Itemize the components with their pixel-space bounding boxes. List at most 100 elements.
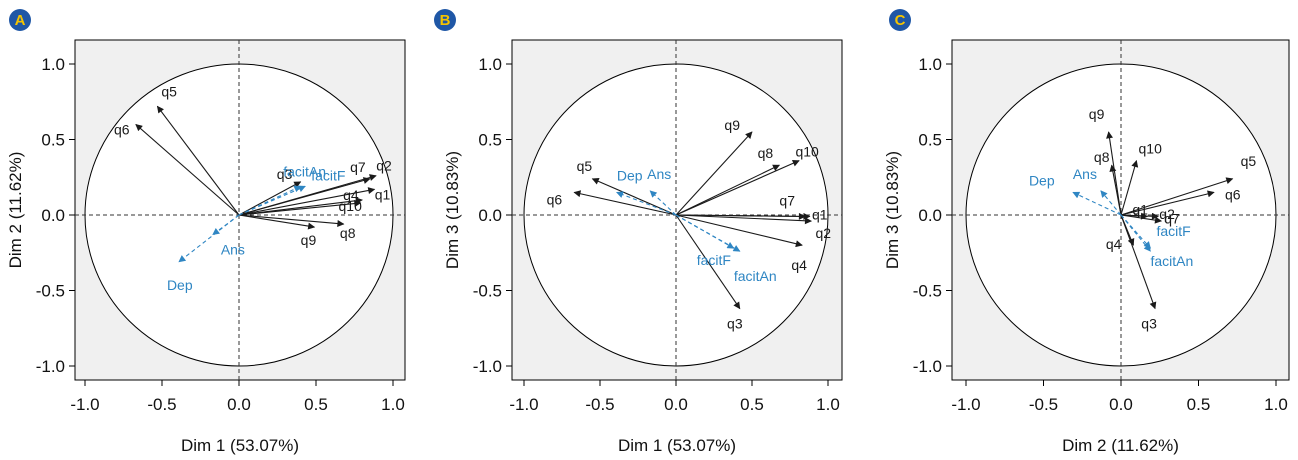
x-tick-label: 1.0: [381, 395, 405, 414]
y-tick-label: -1.0: [913, 357, 942, 376]
y-tick-label: 0.5: [478, 131, 502, 150]
vector-label-q3: q3: [277, 166, 293, 182]
vector-arrow-q8: [675, 164, 780, 216]
vector-arrow-q4: [1120, 214, 1135, 246]
vector-arrow-q6: [573, 190, 677, 216]
x-tick-label: -1.0: [509, 395, 538, 414]
y-tick-label: 1.0: [41, 55, 65, 74]
vector-arrow-Dep: [616, 191, 677, 216]
vector-label-q6: q6: [114, 121, 130, 137]
x-tick-label: -0.5: [1029, 395, 1058, 414]
y-tick-label: 1.0: [478, 55, 502, 74]
vector-label-q5: q5: [1241, 153, 1257, 169]
y-tick-label: -0.5: [36, 282, 65, 301]
vector-arrow-Dep: [178, 214, 240, 263]
x-tick-label: 1.0: [1264, 395, 1288, 414]
x-tick-label: 0.5: [1187, 395, 1211, 414]
vector-label-q3: q3: [1141, 316, 1157, 332]
x-tick-label: 0.5: [740, 395, 764, 414]
vector-arrow-q5: [591, 178, 677, 216]
vector-label-facitAn: facitAn: [283, 163, 326, 179]
vector-arrow-facitF: [238, 185, 306, 216]
vector-label-q7: q7: [350, 159, 366, 175]
panel-B: -1.0 -0.5 0.0 0.5 1.0 -1.0 -0.5 0.0 0.5 1.0 Dim 1 …: [434, 9, 843, 455]
vector-label-q5: q5: [161, 83, 177, 99]
vector-label-q6: q6: [547, 191, 563, 207]
vector-arrow-Dep: [1072, 191, 1122, 216]
y-tick-label: 1.0: [918, 55, 942, 74]
y-tick-label: 0.5: [918, 131, 942, 150]
vector-arrow-q10: [238, 197, 363, 216]
x-tick-label: -1.0: [70, 395, 99, 414]
vector-label-q1: q1: [1132, 202, 1148, 218]
vector-label-q10: q10: [339, 198, 363, 214]
vector-label-Dep: Dep: [167, 277, 193, 293]
x-tick-label: 1.0: [816, 395, 840, 414]
x-tick-label: -0.5: [147, 395, 176, 414]
y-tick-label: 0.5: [41, 131, 65, 150]
vector-arrow-q2: [1120, 214, 1162, 224]
vector-arrow-q5: [1120, 177, 1234, 216]
vector-label-q4: q4: [1106, 236, 1122, 252]
vector-arrow-facitAn: [238, 185, 302, 216]
y-tick-label: -0.5: [473, 282, 502, 301]
x-tick-label: -0.5: [585, 395, 614, 414]
x-axis-title: Dim 2 (11.62%): [1062, 436, 1179, 455]
y-tick-label: 0.0: [478, 206, 502, 225]
vector-arrow-facitF: [1120, 214, 1151, 249]
vector-label-q2: q2: [815, 225, 831, 241]
plot-frame: [511, 39, 843, 381]
vector-label-q1: q1: [375, 186, 391, 202]
vector-label-Dep: Dep: [617, 167, 643, 183]
x-tick-label: 0.0: [227, 395, 251, 414]
vector-label-q7: q7: [1164, 211, 1180, 227]
vector-label-q10: q10: [1139, 141, 1163, 157]
x-axis-title: Dim 1 (53.07%): [618, 436, 736, 455]
vector-label-q2: q2: [376, 158, 392, 174]
vector-arrow-q6: [1120, 190, 1215, 216]
vector-arrow-q6: [135, 123, 240, 216]
vector-label-q8: q8: [758, 145, 774, 161]
vector-label-q6: q6: [1225, 186, 1241, 202]
x-axis-title: Dim 1 (53.07%): [181, 436, 299, 455]
vector-label-q9: q9: [1089, 106, 1105, 122]
panel-badge-letter: A: [15, 12, 26, 29]
vector-arrow-q9: [1106, 131, 1122, 216]
y-axis-title: Dim 2 (11.62%): [6, 152, 25, 269]
vector-label-q5: q5: [577, 158, 593, 174]
vector-label-Dep: Dep: [1029, 172, 1055, 188]
y-tick-label: -1.0: [36, 357, 65, 376]
vector-arrow-q4: [675, 214, 803, 248]
y-axis-title: Dim 3 (10.83%): [883, 151, 902, 269]
vector-arrow-q10: [675, 159, 800, 216]
vector-arrow-Ans: [649, 190, 677, 216]
vector-label-q4: q4: [791, 257, 807, 273]
vector-label-facitAn: facitAn: [1150, 253, 1193, 269]
x-tick-label: -1.0: [951, 395, 980, 414]
panel-C: -1.0 -0.5 0.0 0.5 1.0 -1.0 -0.5 0.0 0.5 1.0 Dim 2 …: [883, 9, 1290, 455]
plot-frame: [74, 39, 406, 381]
vector-label-q10: q10: [795, 144, 819, 160]
vector-label-q9: q9: [301, 232, 317, 248]
vector-label-facitAn: facitAn: [734, 268, 777, 284]
panel-badge-letter: B: [440, 12, 451, 29]
vector-arrow-q7: [1120, 212, 1159, 220]
vector-label-q8: q8: [1094, 149, 1110, 165]
vector-label-Ans: Ans: [647, 166, 671, 182]
panel-badge: [434, 9, 456, 31]
y-tick-label: -0.5: [913, 282, 942, 301]
vector-arrow-q3: [238, 181, 302, 216]
x-tick-label: 0.0: [1109, 395, 1133, 414]
x-tick-label: 0.5: [304, 395, 328, 414]
panel-A: -1.0 -0.5 0.0 0.5 1.0 -1.0 -0.5 0.0 0.5 1.0 Dim 1 …: [6, 9, 406, 455]
vector-arrow-q1: [238, 187, 376, 216]
vector-label-Ans: Ans: [1073, 166, 1097, 182]
vector-label-q7: q7: [779, 193, 795, 209]
vector-arrow-q7: [675, 212, 806, 220]
vector-arrow-q3: [1120, 214, 1157, 310]
vector-label-q1: q1: [812, 207, 828, 223]
y-tick-label: 0.0: [41, 206, 65, 225]
panel-badge-letter: C: [895, 12, 906, 29]
vector-arrow-q8: [238, 214, 345, 228]
